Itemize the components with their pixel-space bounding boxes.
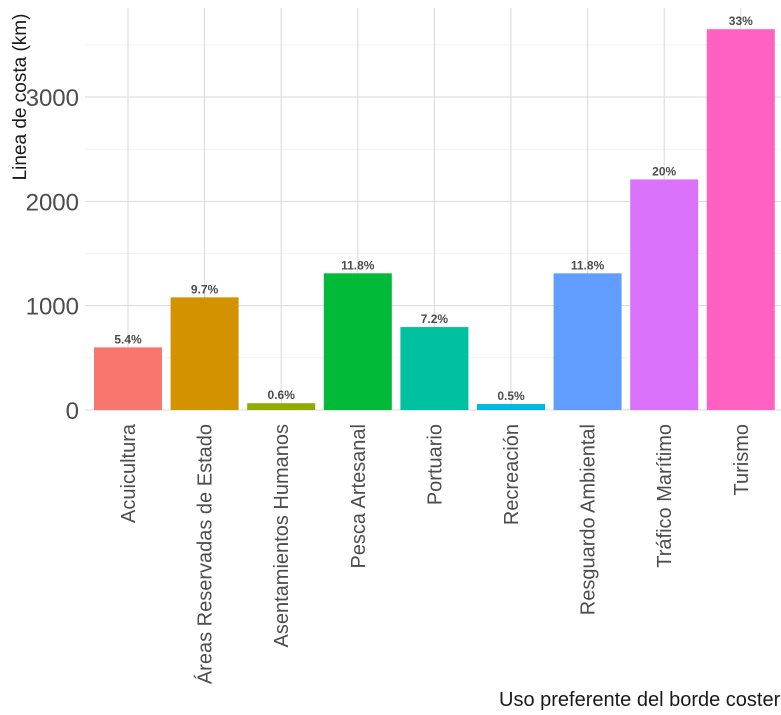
bar	[247, 403, 316, 410]
y-axis-ticks: 0 1000 2000 3000	[26, 85, 79, 425]
x-tick-label: Tráfico Marítimo	[654, 424, 676, 568]
y-axis-label: Linea de costa (km)	[10, 14, 31, 181]
bar	[630, 179, 699, 410]
bars	[94, 29, 775, 411]
data-label: 0.6%	[268, 388, 296, 402]
data-label: 11.8%	[341, 258, 375, 272]
data-label: 11.8%	[571, 258, 605, 272]
x-tick-label: Pesca Artesanal	[348, 424, 370, 569]
bar	[170, 297, 239, 410]
y-tick-label: 0	[66, 398, 79, 425]
x-tick-label: Áreas Reservadas de Estado	[194, 424, 217, 684]
data-label: 20%	[652, 164, 676, 178]
x-tick-label: Turismo	[731, 424, 753, 495]
x-tick-label: Resguardo Ambiental	[578, 424, 600, 615]
data-label: 9.7%	[191, 282, 219, 296]
y-tick-label: 2000	[26, 189, 79, 216]
bar	[400, 327, 469, 410]
x-axis-label: Uso preferente del borde costero	[499, 689, 781, 710]
bar	[94, 347, 162, 410]
bar	[553, 273, 622, 410]
bar	[477, 403, 545, 410]
y-tick-label: 1000	[26, 294, 79, 321]
data-label: 5.4%	[114, 332, 142, 346]
x-tick-label: Asentamientos Humanos	[271, 424, 293, 647]
y-tick-label: 3000	[26, 85, 79, 112]
x-tick-label: Portuario	[424, 424, 446, 505]
bar	[706, 29, 775, 411]
x-tick-label: Acuicultura	[118, 423, 140, 523]
data-labels: 5.4% 9.7% 0.6% 11.8% 7.2% 0.5% 11.8% 20% 33%	[114, 14, 753, 403]
x-tick-label: Recreación	[501, 424, 523, 525]
data-label: 7.2%	[421, 312, 449, 326]
x-axis-ticks: Acuicultura Áreas Reservadas de Estado Ase…	[118, 423, 753, 684]
bar	[323, 273, 392, 410]
data-label: 0.5%	[497, 389, 525, 403]
data-label: 33%	[729, 14, 753, 28]
